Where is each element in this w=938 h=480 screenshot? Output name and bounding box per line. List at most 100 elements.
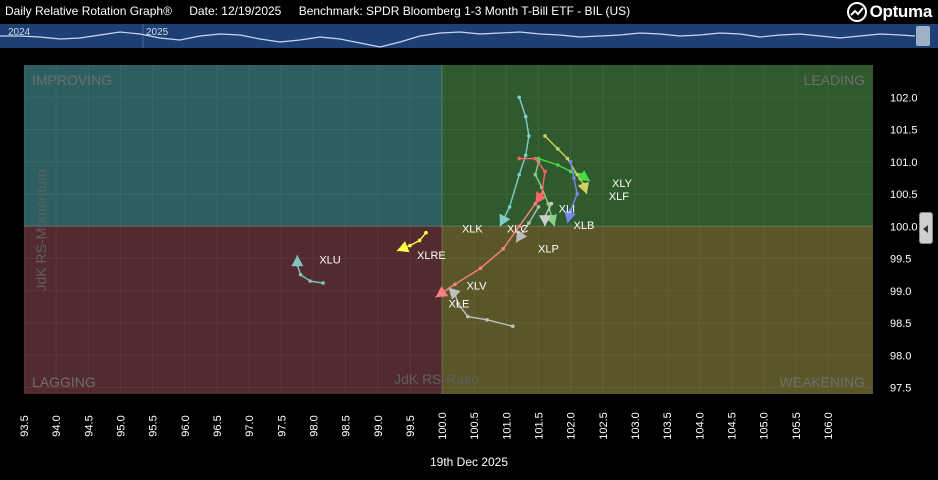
tail-xlre[interactable] (396, 230, 428, 253)
header-bar: Daily Relative Rotation Graph® Date: 12/… (0, 0, 938, 24)
y-tick-label: 97.5 (890, 383, 911, 395)
x-tick-label: 97.0 (244, 415, 256, 436)
tail-point (568, 169, 573, 174)
symbol-label-xlu: XLU (319, 254, 340, 266)
x-tick-label: 94.5 (83, 415, 95, 436)
tail-xle[interactable] (448, 287, 515, 329)
y-tick-label: 99.0 (890, 286, 911, 298)
tail-head (291, 255, 304, 267)
quadrant-label-weakening: WEAKENING (779, 374, 865, 390)
tail-point (453, 282, 457, 287)
y-scroll-handle[interactable] (919, 212, 933, 244)
tail-point (575, 172, 579, 177)
tail-xlc[interactable] (538, 201, 554, 227)
tail-xlu[interactable] (291, 255, 325, 285)
y-tick-label: 99.5 (890, 254, 911, 266)
symbol-label-xlc: XLC (507, 223, 528, 235)
x-tick-label: 96.5 (212, 415, 224, 436)
optuma-logo-icon (846, 2, 867, 22)
tail-point (478, 266, 483, 271)
navigator-end-handle[interactable] (916, 26, 930, 46)
x-tick-label: 105.5 (791, 412, 803, 440)
optuma-logo-text: Optuma (869, 2, 933, 21)
tail-xlb[interactable] (564, 159, 579, 224)
x-axis-ticks: 93.5 94.0 94.5 95.0 95.5 96.0 96.5 97.0 97.5 98.0… (19, 412, 835, 440)
y-tick-label: 102.0 (890, 92, 918, 104)
tail-head (538, 215, 551, 227)
tail-point (408, 243, 412, 248)
x-tick-label: 101.0 (501, 412, 513, 440)
symbol-label-xlre: XLRE (417, 250, 446, 262)
tail-point (536, 156, 541, 161)
quadrant-weakening (442, 226, 873, 394)
tail-point (556, 147, 560, 151)
y-axis-label: JdK RS-Momentum (33, 169, 49, 291)
x-tick-label: 96.0 (180, 415, 192, 436)
x-tick-label: 102.5 (598, 412, 610, 440)
tail-point (549, 201, 554, 206)
tail-point (533, 172, 538, 177)
symbol-label-xly: XLY (612, 178, 633, 190)
chart-benchmark: Benchmark: SPDR Bloomberg 1-3 Month T-Bi… (298, 4, 631, 18)
chart-title: Daily Relative Rotation Graph® Date: 12/… (5, 4, 644, 18)
tail-xlk[interactable] (499, 95, 531, 227)
tail-point (536, 205, 541, 209)
tail-point (517, 95, 522, 100)
y-axis-ticks: 97.5 98.0 98.5 99.0 99.5 100.0 100.5 101.0 101.5… (890, 92, 918, 394)
rrg-chart: IMPROVING LEADING LAGGING WEAKENING JdK … (19, 65, 918, 440)
x-tick-label: 98.5 (341, 415, 353, 436)
tail-point (308, 279, 313, 283)
tail-point (533, 201, 538, 206)
x-tick-label: 105.0 (759, 412, 771, 440)
timeline-navigator[interactable]: 2024 2025 (0, 24, 938, 48)
tail-head (577, 170, 590, 182)
footer-date: 19th Dec 2025 (429, 455, 509, 469)
tail-point (527, 221, 531, 225)
rotation-tails (291, 95, 591, 329)
tail-head (499, 213, 511, 227)
tail-point (568, 159, 573, 164)
chart-name: Daily Relative Rotation Graph® (5, 4, 172, 18)
tail-xlvtrail[interactable] (435, 201, 538, 298)
x-tick-label: 103.5 (662, 412, 674, 440)
tail-head (516, 229, 528, 243)
x-tick-label: 99.0 (373, 415, 385, 436)
x-tick-label: 104.0 (694, 412, 706, 440)
tail-point (517, 156, 522, 161)
tail-point (523, 114, 528, 119)
tail-xly[interactable] (536, 156, 591, 182)
tail-point (501, 247, 505, 251)
tail-point (575, 192, 579, 196)
x-tick-label: 100.0 (437, 412, 449, 440)
tail-point (298, 272, 303, 277)
x-tick-label: 103.0 (630, 412, 642, 440)
tail-head (435, 286, 449, 298)
navigator-background (0, 24, 938, 48)
quadrant-leading (442, 65, 873, 227)
x-tick-label: 102.0 (566, 412, 578, 440)
tail-head (564, 210, 576, 224)
quadrant-label-lagging: LAGGING (32, 374, 96, 390)
symbol-label-xlf: XLF (609, 191, 629, 203)
y-tick-label: 100.5 (890, 189, 918, 201)
x-tick-label: 100.5 (469, 412, 481, 440)
quadrant-improving (24, 65, 443, 227)
tail-point (565, 156, 570, 161)
y-tick-label: 101.5 (890, 125, 918, 137)
quadrant-lagging (24, 226, 443, 394)
symbol-label-xlv: XLV (467, 281, 488, 293)
tail-point (568, 208, 573, 212)
optuma-logo: Optuma (846, 2, 933, 22)
tail-xlp[interactable] (515, 205, 541, 243)
tail-line (435, 203, 536, 298)
y-tick-label: 98.5 (890, 318, 911, 330)
tail-xlv[interactable] (517, 156, 547, 205)
y-tick-label: 100.0 (890, 221, 918, 233)
tail-point (543, 134, 547, 138)
x-tick-label: 93.5 (19, 415, 31, 436)
x-tick-label: 99.5 (405, 415, 417, 436)
tail-point (523, 153, 528, 158)
x-tick-label: 106.0 (823, 412, 835, 440)
y-tick-label: 101.0 (890, 157, 918, 169)
